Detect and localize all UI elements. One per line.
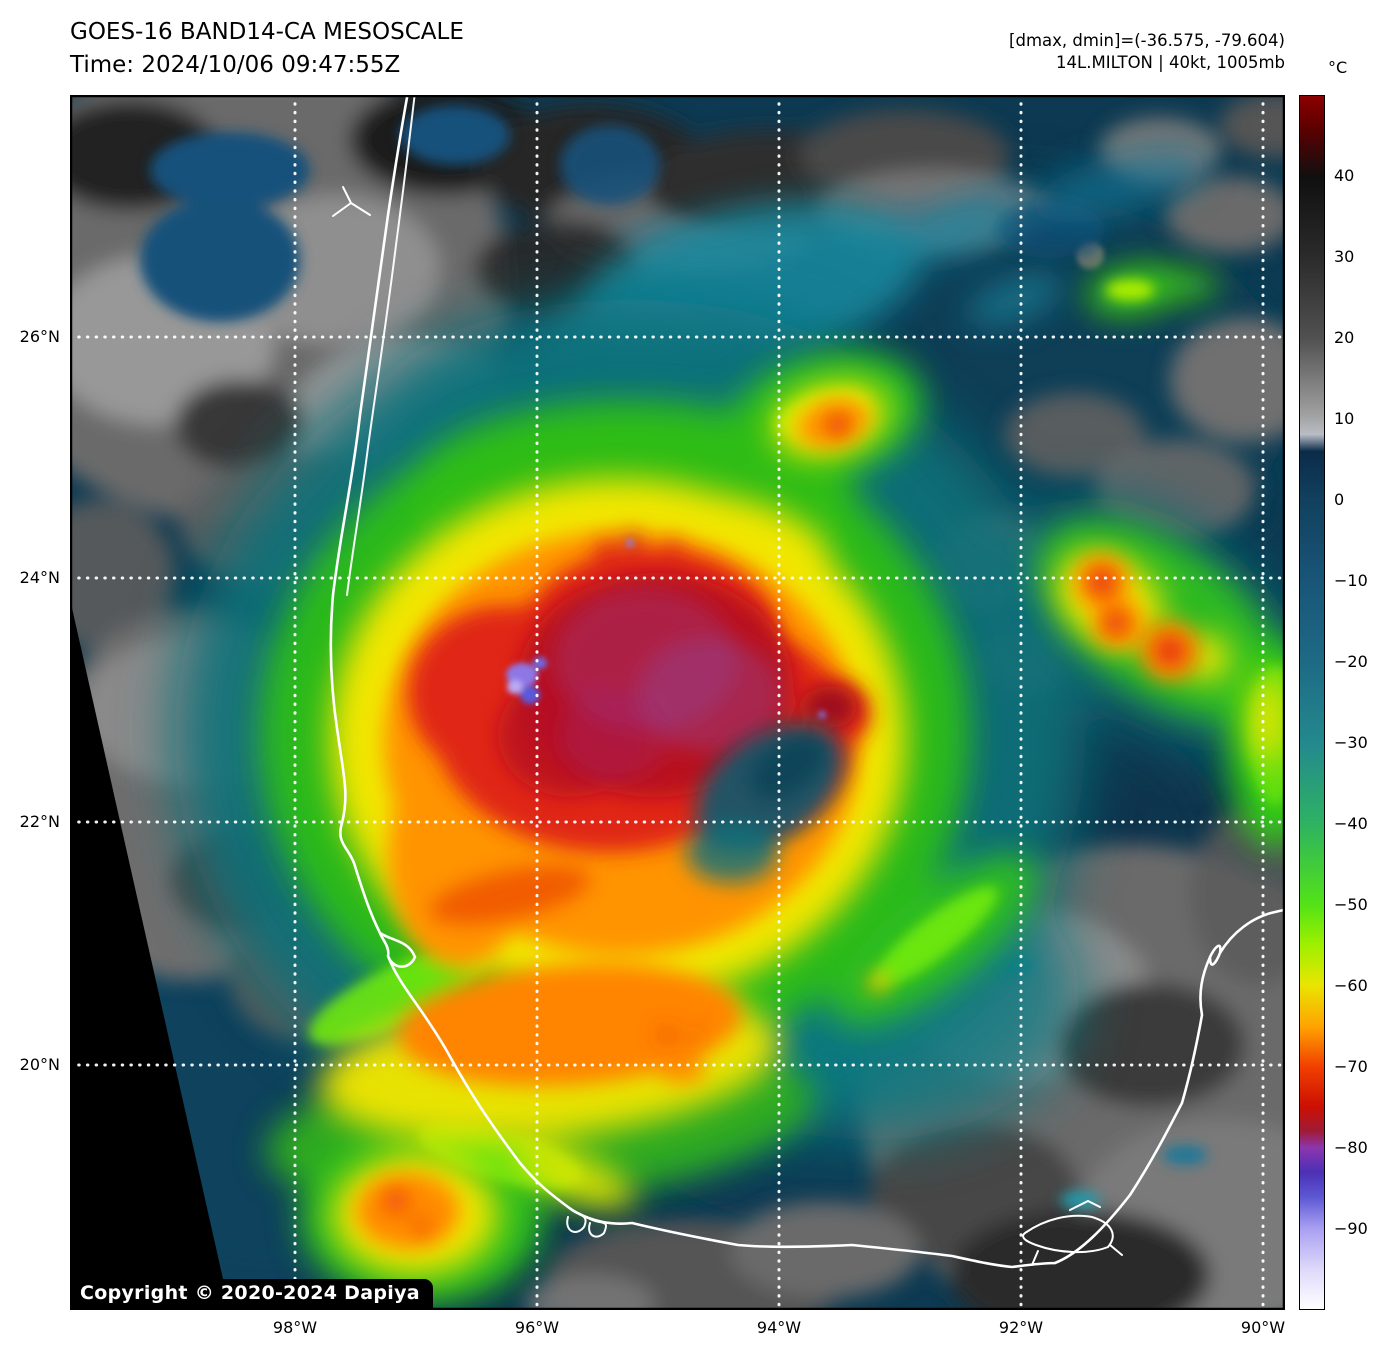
storm-info-readout: 14L.MILTON | 40kt, 1005mb [1056, 53, 1285, 72]
cbar-tick-30: 30 [1334, 247, 1355, 266]
cbar-tick-40: 40 [1334, 166, 1355, 185]
cbar-tick-m70: −70 [1334, 1057, 1368, 1076]
dmax-dmin-readout: [dmax, dmin]=(-36.575, -79.604) [1009, 31, 1285, 50]
map-frame [70, 95, 1285, 1310]
lon-tick-94w: 94°W [756, 1318, 802, 1337]
cbar-tick-m10: −10 [1334, 571, 1368, 590]
coastline [329, 95, 1285, 1269]
lat-tick-26n: 26°N [19, 327, 60, 346]
cbar-tick-m20: −20 [1334, 652, 1368, 671]
satellite-image [70, 95, 1285, 1310]
cbar-tick-m50: −50 [1334, 895, 1368, 914]
hurricane-dry-slot [686, 723, 844, 883]
satellite-map: Copyright © 2020-2024 Dapiya [70, 95, 1285, 1310]
header-block: GOES-16 BAND14-CA MESOSCALE Time: 2024/1… [70, 16, 464, 82]
copyright-badge: Copyright © 2020-2024 Dapiya [70, 1279, 433, 1310]
cbar-tick-m80: −80 [1334, 1138, 1368, 1157]
hurricane-purple-mottling [553, 588, 782, 781]
black-nodata-wedge [70, 608, 230, 1310]
cbar-tick-m90: −90 [1334, 1219, 1368, 1238]
image-timestamp: Time: 2024/10/06 09:47:55Z [70, 52, 401, 78]
lon-tick-98w: 98°W [272, 1318, 318, 1337]
lat-tick-24n: 24°N [19, 568, 60, 587]
cbar-tick-m30: −30 [1334, 733, 1368, 752]
latlon-gridlines [70, 95, 1285, 1310]
lon-tick-90w: 90°W [1240, 1318, 1286, 1337]
cbar-tick-m40: −40 [1334, 814, 1368, 833]
cbar-tick-10: 10 [1334, 409, 1355, 428]
cbar-tick-20: 20 [1334, 328, 1355, 347]
hurricane-milton [175, 265, 1285, 1305]
lon-tick-92w: 92°W [998, 1318, 1044, 1337]
temperature-colorbar [1299, 95, 1325, 1310]
cbar-tick-m60: −60 [1334, 976, 1368, 995]
lat-tick-20n: 20°N [19, 1055, 60, 1074]
colorbar-unit-label: °C [1328, 58, 1348, 77]
header-meta-block: [dmax, dmin]=(-36.575, -79.604) 14L.MILT… [1009, 30, 1285, 74]
cbar-tick-0: 0 [1334, 490, 1345, 509]
image-title: GOES-16 BAND14-CA MESOSCALE [70, 19, 464, 45]
lat-tick-22n: 22°N [19, 812, 60, 831]
lon-tick-96w: 96°W [514, 1318, 560, 1337]
